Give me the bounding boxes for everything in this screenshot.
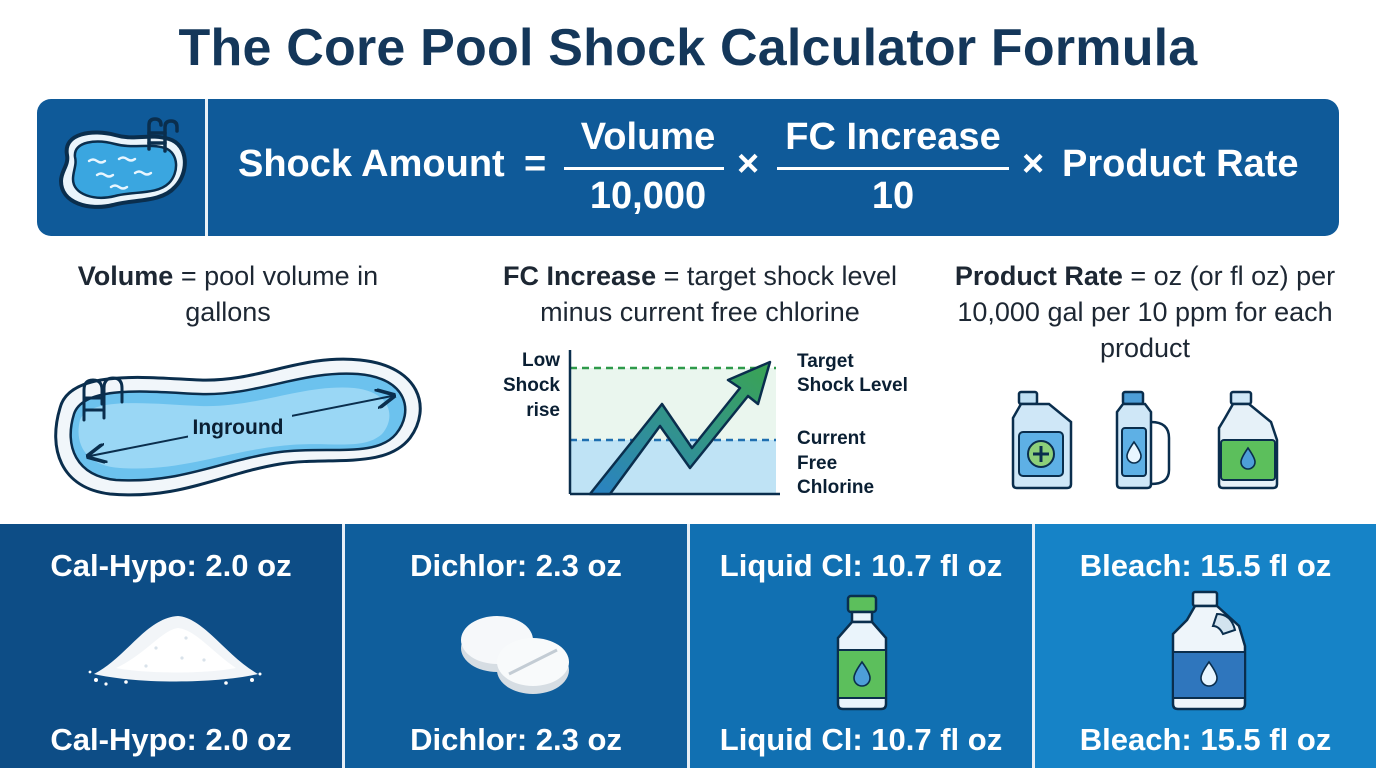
- times-sign-1: ×: [737, 143, 760, 185]
- fc-increase-definition: FC Increase = target shock level minus c…: [474, 258, 926, 330]
- cal-hypo-amount-top: Cal-Hypo: 2.0 oz: [50, 548, 292, 583]
- green-bottle-icon: [836, 594, 888, 711]
- tablets-icon: [461, 616, 569, 694]
- low-shock-label-1: Low: [522, 350, 560, 371]
- formula-equals: =: [524, 143, 547, 185]
- pool-label: Inground: [193, 416, 284, 439]
- fc-increase-text: = target shock level minus current free …: [540, 261, 897, 327]
- current-label-3: Chlorine: [797, 477, 874, 498]
- medical-jug-icon: [1011, 390, 1073, 490]
- formula-divider: [205, 99, 208, 236]
- product-rate-text: = oz (or fl oz) per 10,000 gal per 10 pp…: [957, 261, 1336, 363]
- fc-increase-numerator: FC Increase: [785, 116, 1001, 158]
- volume-text: = pool volume in gallons: [173, 261, 379, 327]
- bleach-panel: Bleach: 15.5 fl oz Bleach: 15.5 fl oz: [1035, 524, 1376, 768]
- times-sign-2: ×: [1022, 143, 1045, 185]
- product-rate-term: Product Rate: [954, 261, 1123, 291]
- dichlor-panel: Dichlor: 2.3 oz Dichlor: 2.3 oz: [345, 524, 687, 768]
- panel-divider: [1032, 524, 1035, 768]
- pool-ladder-icon: [58, 117, 187, 209]
- volume-numerator: Volume: [580, 116, 716, 158]
- liquid-cl-amount-bottom: Liquid Cl: 10.7 fl oz: [719, 722, 1003, 757]
- bleach-amount-bottom: Bleach: 15.5 fl oz: [1079, 722, 1332, 757]
- current-label-1: Current: [797, 428, 866, 449]
- dichlor-amount-bottom: Dichlor: 2.3 oz: [410, 722, 622, 757]
- dichlor-amount-top: Dichlor: 2.3 oz: [410, 548, 622, 583]
- product-panels: Cal-Hypo: 2.0 oz Cal-Hypo: 2.0 oz Dichlo…: [0, 524, 1376, 768]
- fc-increase-term: FC Increase: [503, 261, 657, 291]
- cal-hypo-amount-bottom: Cal-Hypo: 2.0 oz: [50, 722, 292, 757]
- target-label-2: Shock Level: [797, 375, 908, 396]
- low-shock-label-2: Shock: [503, 375, 560, 396]
- panel-divider: [687, 524, 690, 768]
- product-containers: [1011, 390, 1279, 490]
- formula-bar: Shock Amount = Volume 10,000 × FC Increa…: [37, 99, 1339, 236]
- volume-term: Volume: [77, 261, 174, 291]
- blue-jug-icon: [1115, 390, 1171, 490]
- current-label-2: Free: [797, 453, 837, 474]
- powder-pile-icon: [88, 616, 262, 686]
- volume-denominator: 10,000: [589, 175, 707, 217]
- page-title: The Core Pool Shock Calculator Formula: [178, 19, 1198, 77]
- fc-increase-denominator: 10: [871, 175, 915, 217]
- target-label-1: Target: [797, 351, 854, 372]
- fc-increase-chart: Low Shock rise Target Shock Level Curren…: [503, 350, 908, 498]
- liquid-cl-panel: Liquid Cl: 10.7 fl oz Liquid Cl: 10.7 fl…: [690, 524, 1032, 768]
- bleach-jug-icon: [1171, 590, 1247, 711]
- rise-arrow-icon: [588, 360, 772, 496]
- bleach-amount-top: Bleach: 15.5 fl oz: [1079, 548, 1332, 583]
- panel-divider: [342, 524, 345, 768]
- fraction-line-2: [777, 167, 1009, 170]
- volume-definition: Volume = pool volume in gallons: [40, 258, 416, 330]
- product-rate-definition: Product Rate = oz (or fl oz) per 10,000 …: [945, 258, 1345, 366]
- formula-rhs: Product Rate: [1062, 143, 1299, 185]
- fraction-line-1: [564, 167, 724, 170]
- cal-hypo-panel: Cal-Hypo: 2.0 oz Cal-Hypo: 2.0 oz: [0, 524, 342, 768]
- liquid-cl-amount-top: Liquid Cl: 10.7 fl oz: [719, 548, 1003, 583]
- formula-lhs: Shock Amount: [238, 143, 505, 185]
- low-shock-label-3: rise: [526, 400, 560, 421]
- green-label-jug-icon: [1217, 390, 1279, 490]
- inground-pool-diagram: Inground: [54, 357, 422, 497]
